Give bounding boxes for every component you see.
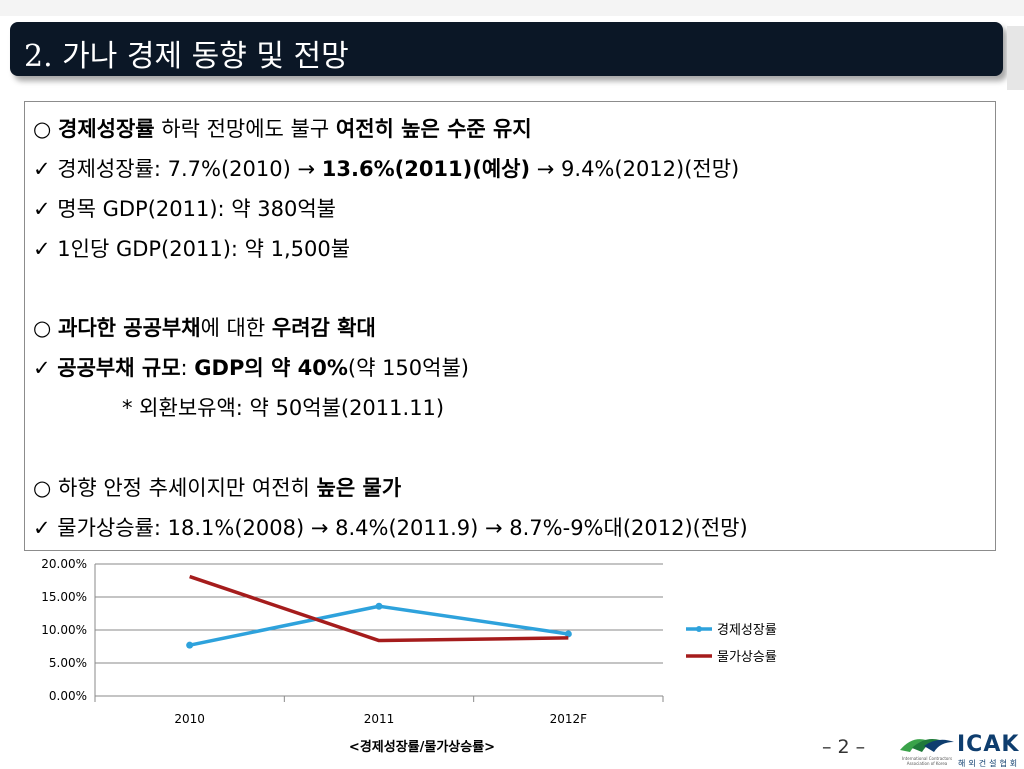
bullet-inflation-rate: ✓ 물가상승률: 18.1%(2008) → 8.4%(2011.9) → 8.… xyxy=(33,514,748,542)
line-segment: → 9.4%(2012)(전망) xyxy=(530,157,739,181)
bullet-growth-rate: ✓ 경제성장률: 7.7%(2010) → 13.6%(2011)(예상) → … xyxy=(33,155,739,183)
y-tick-label: 5.00% xyxy=(49,656,87,670)
slide-title: 2. 가나 경제 동향 및 전망 xyxy=(24,31,349,75)
line-segment: ○ xyxy=(33,117,58,141)
line-segment: ✓ 경제성장률: 7.7%(2010) → xyxy=(33,157,322,181)
logo-org-english: International Contractors Association of… xyxy=(898,756,956,766)
line-segment: * 외환보유액: 약 50억불(2011.11) xyxy=(122,396,444,420)
icak-logo: International Contractors Association of… xyxy=(896,730,1022,768)
y-tick-label: 10.00% xyxy=(41,623,87,637)
line-segment: ✓ 1인당 GDP(2011): 약 1,500불 xyxy=(33,237,350,261)
line-segment: ✓ 물가상승률: 18.1%(2008) → 8.4%(2011.9) → 8.… xyxy=(33,516,748,540)
line-segment: GDP의 약 40% xyxy=(194,356,348,380)
top-band xyxy=(0,0,1024,16)
line-segment: 13.6%(2011)(예상) xyxy=(322,157,530,181)
line-segment: 에 대한 xyxy=(201,316,272,340)
y-tick-label: 15.00% xyxy=(41,590,87,604)
line-segment: 과다한 공공부채 xyxy=(58,316,201,340)
line-segment: ○ xyxy=(33,316,58,340)
line-segment: 우려감 확대 xyxy=(272,316,376,340)
bullet-inflation-heading: ○ 하향 안정 추세이지만 여전히 높은 물가 xyxy=(33,474,401,502)
line-segment: 경제성장률 xyxy=(58,117,155,141)
bullet-fx-reserves: * 외환보유액: 약 50억불(2011.11) xyxy=(122,394,444,422)
bullet-gdp-per-capita: ✓ 1인당 GDP(2011): 약 1,500불 xyxy=(33,235,350,263)
line-segment: 공공부채 규모 xyxy=(57,356,180,380)
side-accent-bar xyxy=(1007,26,1024,90)
icak-logo-mark-icon xyxy=(896,730,956,758)
logo-name: ICAK xyxy=(957,732,1019,757)
line-segment: 여전히 높은 수준 유지 xyxy=(336,117,532,141)
chart-caption: <경제성장률/물가상승률> xyxy=(322,736,522,755)
line-segment: ○ 하향 안정 추세이지만 여전히 xyxy=(33,476,317,500)
line-chart: 0.00% 5.00% 10.00% 15.00% 20.00% 2010 2011 2012… xyxy=(0,552,820,732)
data-point xyxy=(376,603,383,610)
page-number: – 2 – xyxy=(822,736,865,758)
line-segment: : xyxy=(181,356,195,380)
content-box: ○ 경제성장률 하락 전망에도 불구 여전히 높은 수준 유지 ✓ 경제성장률:… xyxy=(24,101,996,551)
legend-marker xyxy=(696,626,702,632)
data-point xyxy=(186,642,193,649)
bullet-growth-heading: ○ 경제성장률 하락 전망에도 불구 여전히 높은 수준 유지 xyxy=(33,115,532,143)
legend-label: 물가상승률 xyxy=(717,650,777,665)
x-tick-label: 2011 xyxy=(364,712,395,726)
y-tick-label: 0.00% xyxy=(49,689,87,703)
x-tick-label: 2010 xyxy=(174,712,205,726)
logo-subtitle: 해외건설협회 xyxy=(958,758,1020,769)
bullet-nominal-gdp: ✓ 명목 GDP(2011): 약 380억불 xyxy=(33,195,336,223)
line-segment: 하락 전망에도 불구 xyxy=(155,117,336,141)
x-tick-label: 2012F xyxy=(550,712,588,726)
bullet-debt-heading: ○ 과다한 공공부채에 대한 우려감 확대 xyxy=(33,314,376,342)
line-segment: 높은 물가 xyxy=(317,476,402,500)
line-segment: (약 150억불) xyxy=(348,356,469,380)
bullet-debt-size: ✓ 공공부채 규모: GDP의 약 40%(약 150억불) xyxy=(33,354,469,382)
title-bar: 2. 가나 경제 동향 및 전망 xyxy=(10,22,1003,76)
y-tick-label: 20.00% xyxy=(41,557,87,571)
line-segment: ✓ xyxy=(33,356,57,380)
legend-label: 경제성장률 xyxy=(717,623,777,638)
line-segment: ✓ 명목 GDP(2011): 약 380억불 xyxy=(33,197,336,221)
